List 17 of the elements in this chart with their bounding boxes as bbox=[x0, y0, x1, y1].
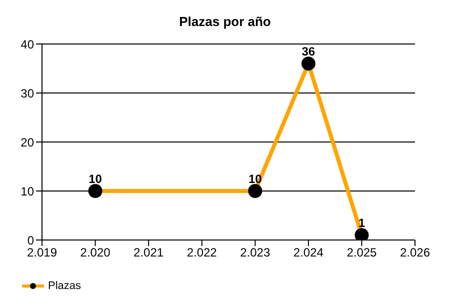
data-label: 10 bbox=[88, 172, 102, 186]
x-tick-label: 2.023 bbox=[240, 246, 270, 260]
x-tick-label: 2.021 bbox=[134, 246, 164, 260]
data-label: 36 bbox=[302, 44, 316, 59]
x-tick-label: 2.022 bbox=[186, 246, 218, 260]
x-tick-label: 2.025 bbox=[346, 246, 378, 260]
legend-label: Plazas bbox=[47, 280, 82, 292]
y-tick-label: 20 bbox=[20, 135, 34, 150]
chart-title: Plazas por año bbox=[178, 13, 272, 31]
y-tick-label: 0 bbox=[27, 233, 34, 248]
x-tick-label: 2.020 bbox=[80, 246, 111, 260]
y-tick-label: 30 bbox=[20, 86, 34, 100]
y-tick-label: 40 bbox=[20, 37, 34, 52]
x-tick-label: 2.026 bbox=[400, 246, 430, 260]
y-tick-label: 10 bbox=[20, 184, 34, 198]
x-tick-label: 2.019 bbox=[26, 246, 58, 260]
x-tick-label: 2.024 bbox=[293, 246, 324, 260]
